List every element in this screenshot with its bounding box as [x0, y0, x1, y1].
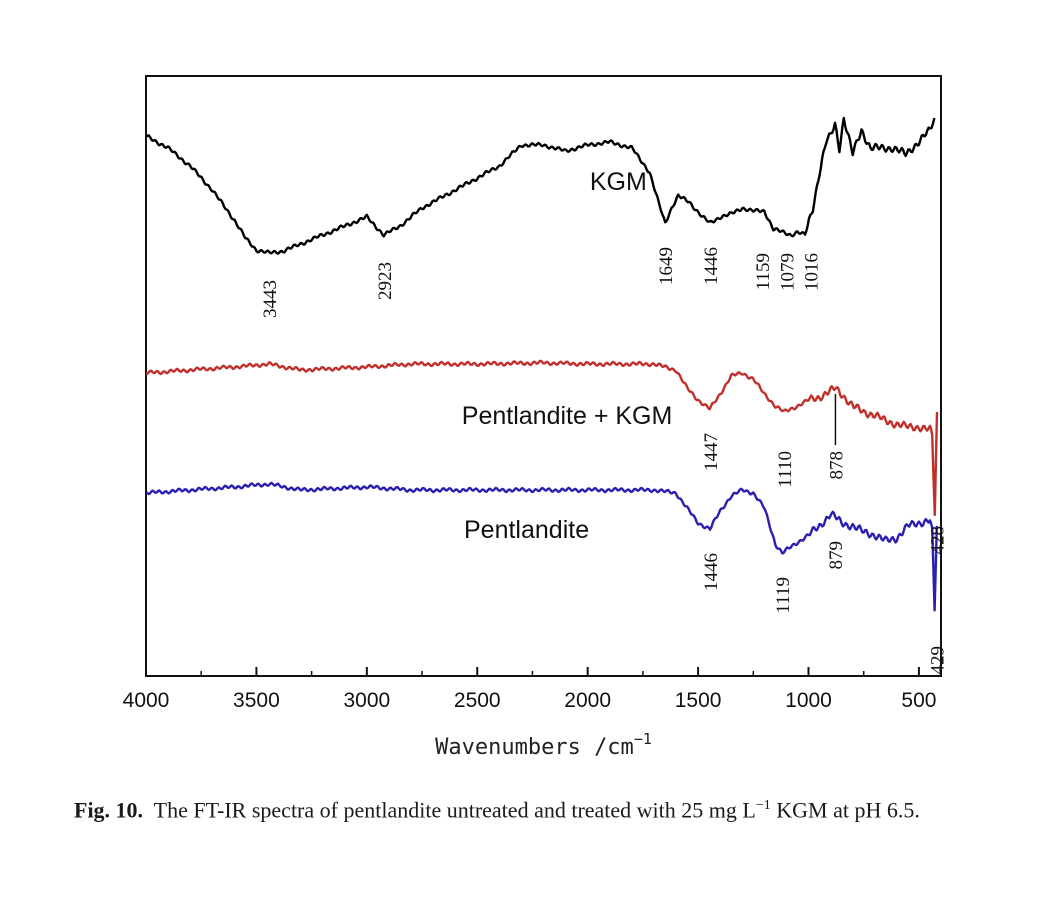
x-axis-label-superscript: −1 — [634, 730, 652, 748]
peak-label: 1446 — [701, 247, 722, 285]
x-tick-label: 1500 — [675, 689, 722, 712]
figure-caption: Fig. 10. The FT-IR spectra of pentlandit… — [74, 790, 1004, 826]
caption-superscript: −1 — [755, 798, 771, 813]
peak-label: 1159 — [753, 253, 774, 290]
peak-label: 1446 — [701, 553, 722, 591]
series-line-pentlandite — [145, 481, 938, 612]
peak-label: 1649 — [656, 247, 677, 285]
caption-text: The FT-IR spectra of pentlandite untreat… — [153, 797, 756, 823]
annotation-group: KGM Pentlandite + KGM Pentlandite 3443 2923 1… — [260, 168, 949, 675]
series-group — [145, 116, 939, 612]
peak-label: 2923 — [375, 262, 396, 300]
series-line-kgm — [145, 116, 936, 255]
peak-label: 879 — [826, 541, 847, 570]
series-label: Pentlandite + KGM — [462, 402, 673, 430]
peak-label: 1447 — [701, 433, 722, 471]
x-axis-label-text: Wavenumbers /cm — [435, 735, 634, 760]
series-line-pentlandite-kgm — [145, 359, 939, 516]
x-tick-label: 1000 — [785, 689, 832, 712]
peak-label: 1016 — [802, 253, 823, 291]
x-tick-label: 500 — [901, 689, 936, 712]
x-tick-label: 2500 — [454, 689, 501, 712]
caption-text-end: KGM at pH 6.5. — [770, 797, 920, 823]
peak-label: 1110 — [775, 451, 796, 488]
x-axis-label: Wavenumbers /cm−1 — [435, 730, 652, 760]
x-tick-label: 2000 — [564, 689, 611, 712]
peak-label: 1119 — [773, 577, 794, 614]
peak-label: 878 — [826, 451, 847, 480]
x-tick-label: 3000 — [343, 689, 390, 712]
x-tick-label: 3500 — [233, 689, 280, 712]
series-label: Pentlandite — [464, 516, 589, 544]
caption-label: Fig. 10. — [74, 797, 144, 823]
series-label: KGM — [590, 168, 647, 196]
ftir-chart: 4000 3500 3000 2500 2000 1500 1000 500 KGM Pentl… — [123, 75, 949, 760]
x-axis: 4000 3500 3000 2500 2000 1500 1000 500 — [123, 667, 936, 712]
plot-frame — [145, 75, 942, 677]
x-tick-label: 4000 — [123, 689, 170, 712]
peak-label: 429 — [928, 646, 949, 675]
peak-label: 1079 — [777, 253, 798, 291]
peak-label: 3443 — [260, 280, 281, 318]
peak-label: 428 — [928, 526, 949, 555]
